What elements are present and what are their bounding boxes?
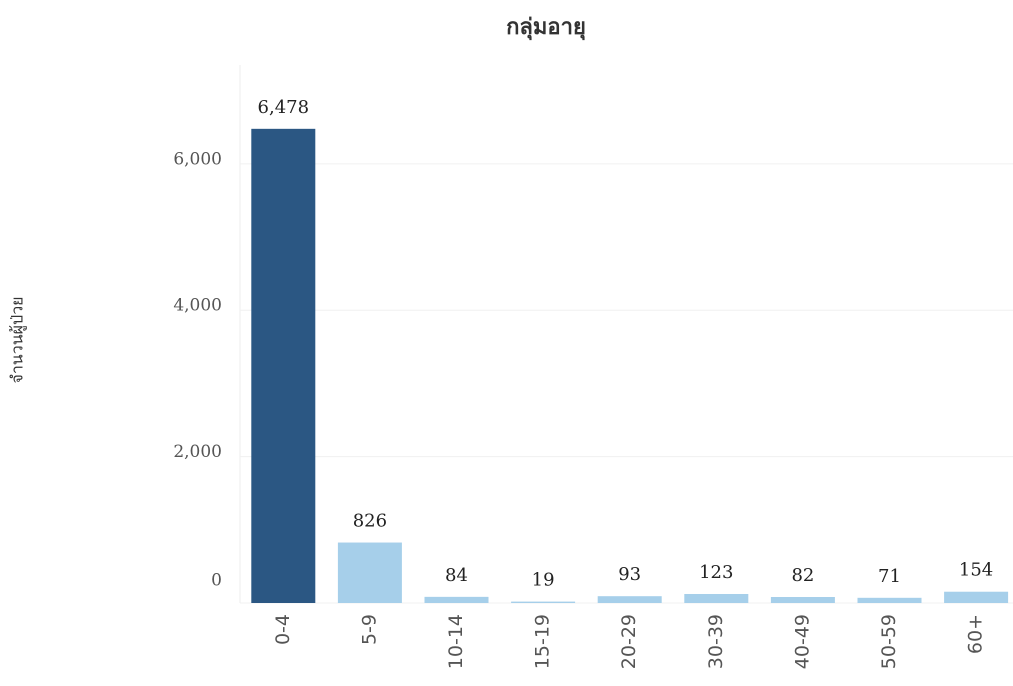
data-label: 84 [445,565,468,586]
bar [424,596,489,603]
bar [857,597,922,603]
y-tick-label: 4,000 [173,296,222,316]
chart-title: กลุ่มอายุ [506,15,586,41]
bar [770,596,835,603]
x-tick-label: 10-14 [445,614,467,669]
data-label: 826 [353,511,387,532]
y-tick-label: 6,000 [173,149,222,169]
x-tick-label: 15-19 [532,614,554,669]
data-label: 82 [791,565,814,586]
data-label: 123 [699,562,733,583]
data-label: 71 [878,566,901,587]
bar [337,542,402,603]
x-tick-label: 0-4 [272,614,294,645]
bar [944,591,1009,603]
x-tick-label: 50-59 [878,614,900,669]
x-tick-label: 60+ [965,614,987,654]
y-axis-title: จำนวนผู้ป่วย [8,296,28,383]
x-tick-label: 40-49 [791,614,813,669]
bar [511,601,576,603]
bar [597,596,662,603]
bar [251,128,316,603]
data-label: 154 [959,560,993,581]
x-tick-label: 30-39 [705,614,727,669]
bar [684,593,749,603]
x-tick-label: 20-29 [618,614,640,669]
y-tick-label: 2,000 [173,442,222,462]
y-tick-label: 0 [211,571,222,591]
data-label: 93 [618,564,641,585]
data-label: 19 [532,570,555,591]
x-tick-label: 5-9 [358,614,380,645]
data-label: 6,478 [258,97,310,118]
